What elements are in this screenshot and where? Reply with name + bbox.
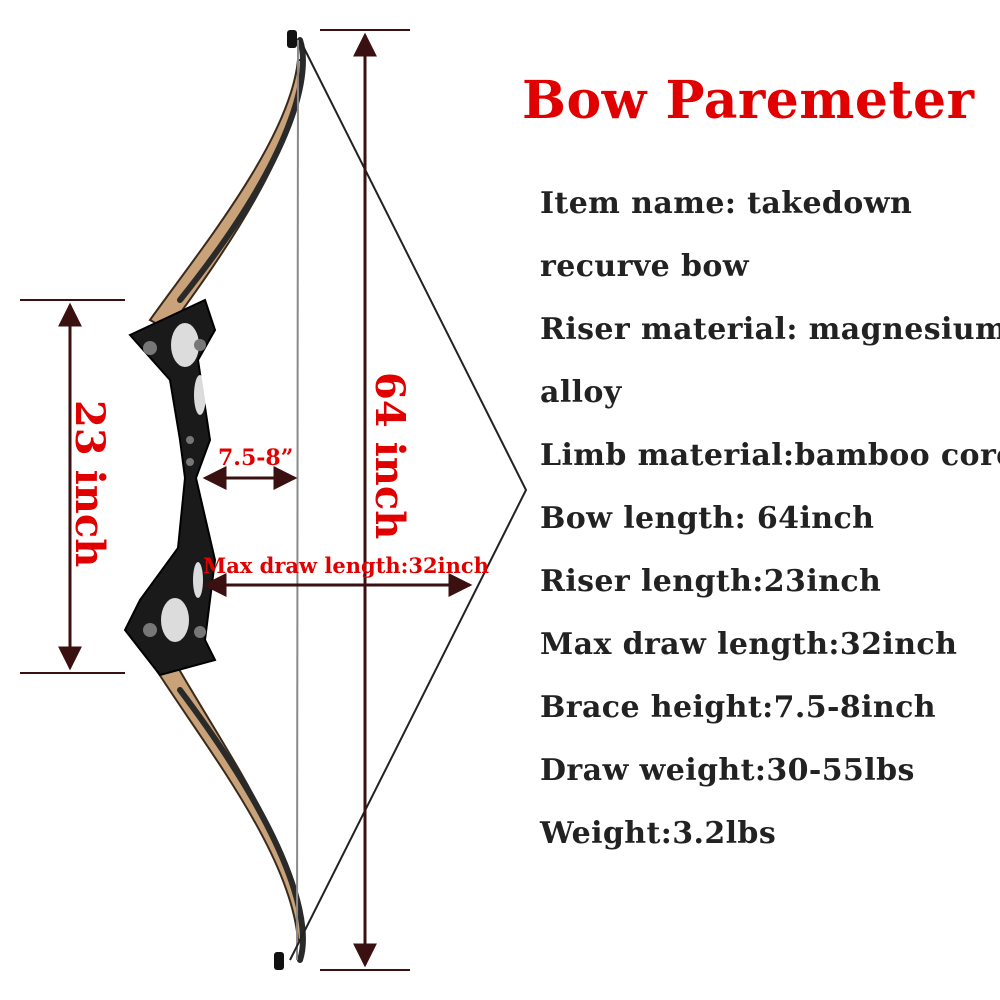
spec-brace-height: Brace height:7.5-8inch xyxy=(540,690,937,725)
spec-weight: Weight:3.2lbs xyxy=(540,816,777,851)
upper-limb-tip xyxy=(287,30,297,48)
spec-max-draw-length: Max draw length:32inch xyxy=(540,627,958,662)
spec-riser-material-cont: alloy xyxy=(540,375,622,410)
spec-draw-weight: Draw weight:30-55lbs xyxy=(540,753,915,788)
riser xyxy=(123,298,217,677)
spec-riser-length: Riser length:23inch xyxy=(540,564,882,599)
spec-item-name: Item name: takedown xyxy=(540,186,913,221)
bow-length-label: 64 inch xyxy=(366,372,413,540)
lower-limb-tip xyxy=(274,952,284,970)
brace-height-label: 7.5-8” xyxy=(218,445,294,471)
riser-length-label: 23 inch xyxy=(66,400,113,568)
spec-bow-length: Bow length: 64inch xyxy=(540,501,875,536)
bowstring xyxy=(296,39,299,961)
lower-limb xyxy=(148,648,306,941)
max-draw-label: Max draw length:32inch xyxy=(203,553,489,578)
spec-riser-material: Riser material: magnesium xyxy=(540,312,1000,347)
spec-limb-material: Limb material:bamboo core xyxy=(540,438,1000,473)
upper-limb xyxy=(148,59,306,332)
spec-item-name-cont: recurve bow xyxy=(540,249,749,284)
page-title: Bow Paremeter xyxy=(522,70,975,131)
